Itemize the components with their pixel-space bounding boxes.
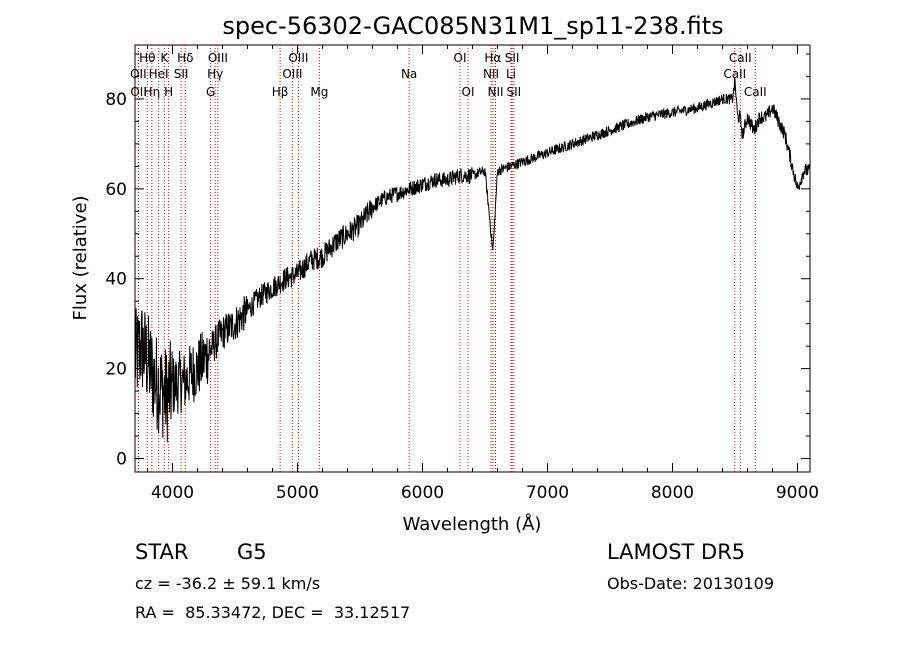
- line-marker-label: CaII: [729, 51, 752, 65]
- line-marker-label: Na: [401, 67, 417, 81]
- line-marker-label: SII: [174, 67, 189, 81]
- spectral-line-markers: [137, 45, 756, 472]
- spectrum-line: [134, 78, 811, 443]
- object-class: STAR: [135, 540, 189, 564]
- x-tick-label: 6000: [401, 483, 444, 503]
- survey-name: LAMOST DR5: [607, 540, 746, 564]
- y-tick-label: 0: [116, 450, 127, 470]
- line-marker-label: H: [164, 85, 173, 99]
- y-axis: 0 20 40 60 80: [105, 53, 810, 470]
- line-marker-label: HeI: [149, 67, 169, 81]
- line-marker-label: OI: [462, 85, 475, 99]
- x-tick-label: 8000: [651, 483, 694, 503]
- line-marker-label: Li: [506, 67, 516, 81]
- line-marker-label: K: [160, 51, 169, 65]
- x-tick-label: 7000: [526, 483, 569, 503]
- line-marker-label: Hγ: [207, 67, 223, 81]
- plot-frame: [134, 44, 811, 473]
- line-marker-label: CaII: [744, 85, 767, 99]
- y-tick-label: 60: [105, 180, 127, 200]
- line-marker-label: OII: [130, 67, 147, 81]
- y-tick-label: 80: [105, 90, 127, 110]
- x-axis: 4000 5000 6000 7000 8000 9000: [147, 45, 819, 503]
- line-marker-label: Mg: [310, 85, 328, 99]
- line-marker-label: OIII: [208, 51, 228, 65]
- redshift-readout: cz = -36.2 ± 59.1 km/s: [135, 574, 321, 593]
- chart-title: spec-56302-GAC085N31M1_sp11-238.fits: [222, 12, 723, 40]
- line-marker-label: Hα: [484, 51, 501, 65]
- y-tick-label: 40: [105, 270, 127, 290]
- line-marker-label: CaII: [723, 67, 746, 81]
- line-marker-label: SII: [505, 51, 520, 65]
- line-marker-label: OII: [130, 85, 147, 99]
- line-marker-label: Hη: [144, 85, 161, 99]
- observation-date: Obs-Date: 20130109: [607, 574, 775, 593]
- object-subclass: G5: [237, 540, 267, 564]
- y-tick-label: 20: [105, 360, 127, 380]
- y-axis-label: Flux (relative): [70, 195, 91, 320]
- line-marker-label: NII: [483, 67, 499, 81]
- line-marker-label: Hβ: [272, 85, 289, 99]
- x-tick-label: 5000: [276, 483, 319, 503]
- line-marker-label: OIII: [282, 67, 302, 81]
- line-marker-label: NII: [487, 85, 503, 99]
- coordinates: RA = 85.33472, DEC = 33.12517: [135, 603, 411, 622]
- x-tick-label: 4000: [151, 483, 194, 503]
- line-marker-label: Hθ: [139, 51, 155, 65]
- line-marker-label: OIII: [288, 51, 308, 65]
- line-marker-label: SII: [507, 85, 522, 99]
- line-marker-label: G: [206, 85, 215, 99]
- x-axis-label: Wavelength (Å): [403, 513, 542, 535]
- line-marker-label: OI: [454, 51, 467, 65]
- line-marker-label: Hδ: [177, 51, 193, 65]
- x-tick-label: 9000: [776, 483, 819, 503]
